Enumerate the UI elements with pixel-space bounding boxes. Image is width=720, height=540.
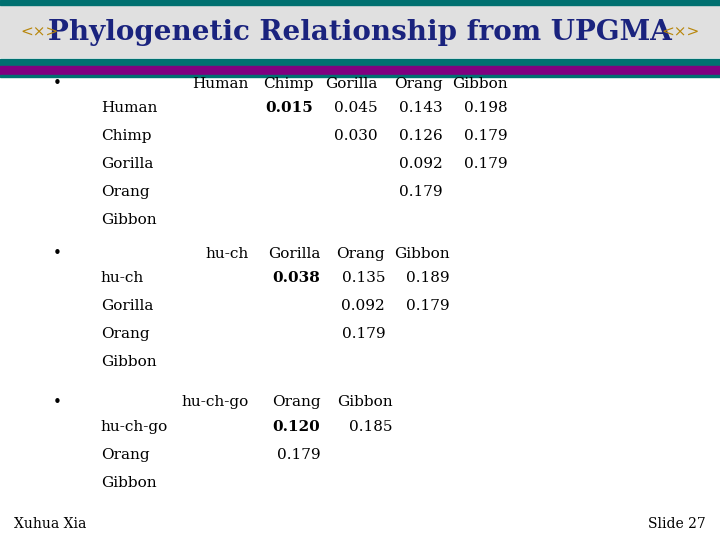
Text: Orang: Orang bbox=[101, 327, 150, 341]
Text: 0.030: 0.030 bbox=[334, 129, 378, 143]
Text: 0.143: 0.143 bbox=[399, 101, 443, 115]
Text: 0.189: 0.189 bbox=[406, 271, 450, 285]
Text: Gibbon: Gibbon bbox=[452, 77, 508, 91]
Text: Slide 27: Slide 27 bbox=[648, 517, 706, 531]
Text: 0.120: 0.120 bbox=[273, 420, 320, 434]
Bar bbox=[0, 0, 720, 5]
Text: 0.198: 0.198 bbox=[464, 101, 508, 115]
Text: Gibbon: Gibbon bbox=[337, 395, 392, 409]
Text: •: • bbox=[53, 246, 62, 261]
Text: 0.179: 0.179 bbox=[406, 299, 450, 313]
Text: Gibbon: Gibbon bbox=[101, 213, 156, 227]
Text: Gorilla: Gorilla bbox=[268, 247, 320, 261]
Text: 0.092: 0.092 bbox=[399, 157, 443, 171]
Bar bbox=[0, 59, 720, 66]
Text: 0.179: 0.179 bbox=[341, 327, 385, 341]
Text: <×>: <×> bbox=[661, 25, 700, 39]
Text: 0.179: 0.179 bbox=[276, 448, 320, 462]
Bar bbox=[0, 75, 720, 77]
Text: Human: Human bbox=[101, 101, 157, 115]
Text: hu-ch-go: hu-ch-go bbox=[101, 420, 168, 434]
Text: Phylogenetic Relationship from UPGMA: Phylogenetic Relationship from UPGMA bbox=[48, 19, 672, 46]
Text: Chimp: Chimp bbox=[263, 77, 313, 91]
Text: 0.038: 0.038 bbox=[273, 271, 320, 285]
Text: •: • bbox=[53, 76, 62, 91]
Bar bbox=[0, 66, 720, 75]
Text: 0.126: 0.126 bbox=[399, 129, 443, 143]
Text: Gibbon: Gibbon bbox=[101, 476, 156, 490]
Text: 0.092: 0.092 bbox=[341, 299, 385, 313]
Text: Human: Human bbox=[192, 77, 248, 91]
Text: Xuhua Xia: Xuhua Xia bbox=[14, 517, 87, 531]
Text: Gibbon: Gibbon bbox=[395, 247, 450, 261]
Text: 0.185: 0.185 bbox=[349, 420, 392, 434]
Text: 0.179: 0.179 bbox=[464, 157, 508, 171]
Text: Orang: Orang bbox=[336, 247, 385, 261]
Text: Gorilla: Gorilla bbox=[101, 299, 153, 313]
Text: Chimp: Chimp bbox=[101, 129, 151, 143]
Text: hu-ch: hu-ch bbox=[205, 247, 248, 261]
Text: 0.045: 0.045 bbox=[334, 101, 378, 115]
Text: Orang: Orang bbox=[394, 77, 443, 91]
Text: •: • bbox=[53, 395, 62, 410]
Text: Gibbon: Gibbon bbox=[101, 355, 156, 369]
Text: hu-ch: hu-ch bbox=[101, 271, 144, 285]
Bar bbox=[0, 0, 720, 57]
Text: Orang: Orang bbox=[271, 395, 320, 409]
Text: Orang: Orang bbox=[101, 448, 150, 462]
Text: 0.179: 0.179 bbox=[464, 129, 508, 143]
Text: 0.015: 0.015 bbox=[266, 101, 313, 115]
Text: 0.179: 0.179 bbox=[399, 185, 443, 199]
Text: Gorilla: Gorilla bbox=[101, 157, 153, 171]
Text: <×>: <×> bbox=[20, 25, 59, 39]
Text: 0.135: 0.135 bbox=[342, 271, 385, 285]
Text: Gorilla: Gorilla bbox=[325, 77, 378, 91]
Text: hu-ch-go: hu-ch-go bbox=[181, 395, 248, 409]
Text: Orang: Orang bbox=[101, 185, 150, 199]
